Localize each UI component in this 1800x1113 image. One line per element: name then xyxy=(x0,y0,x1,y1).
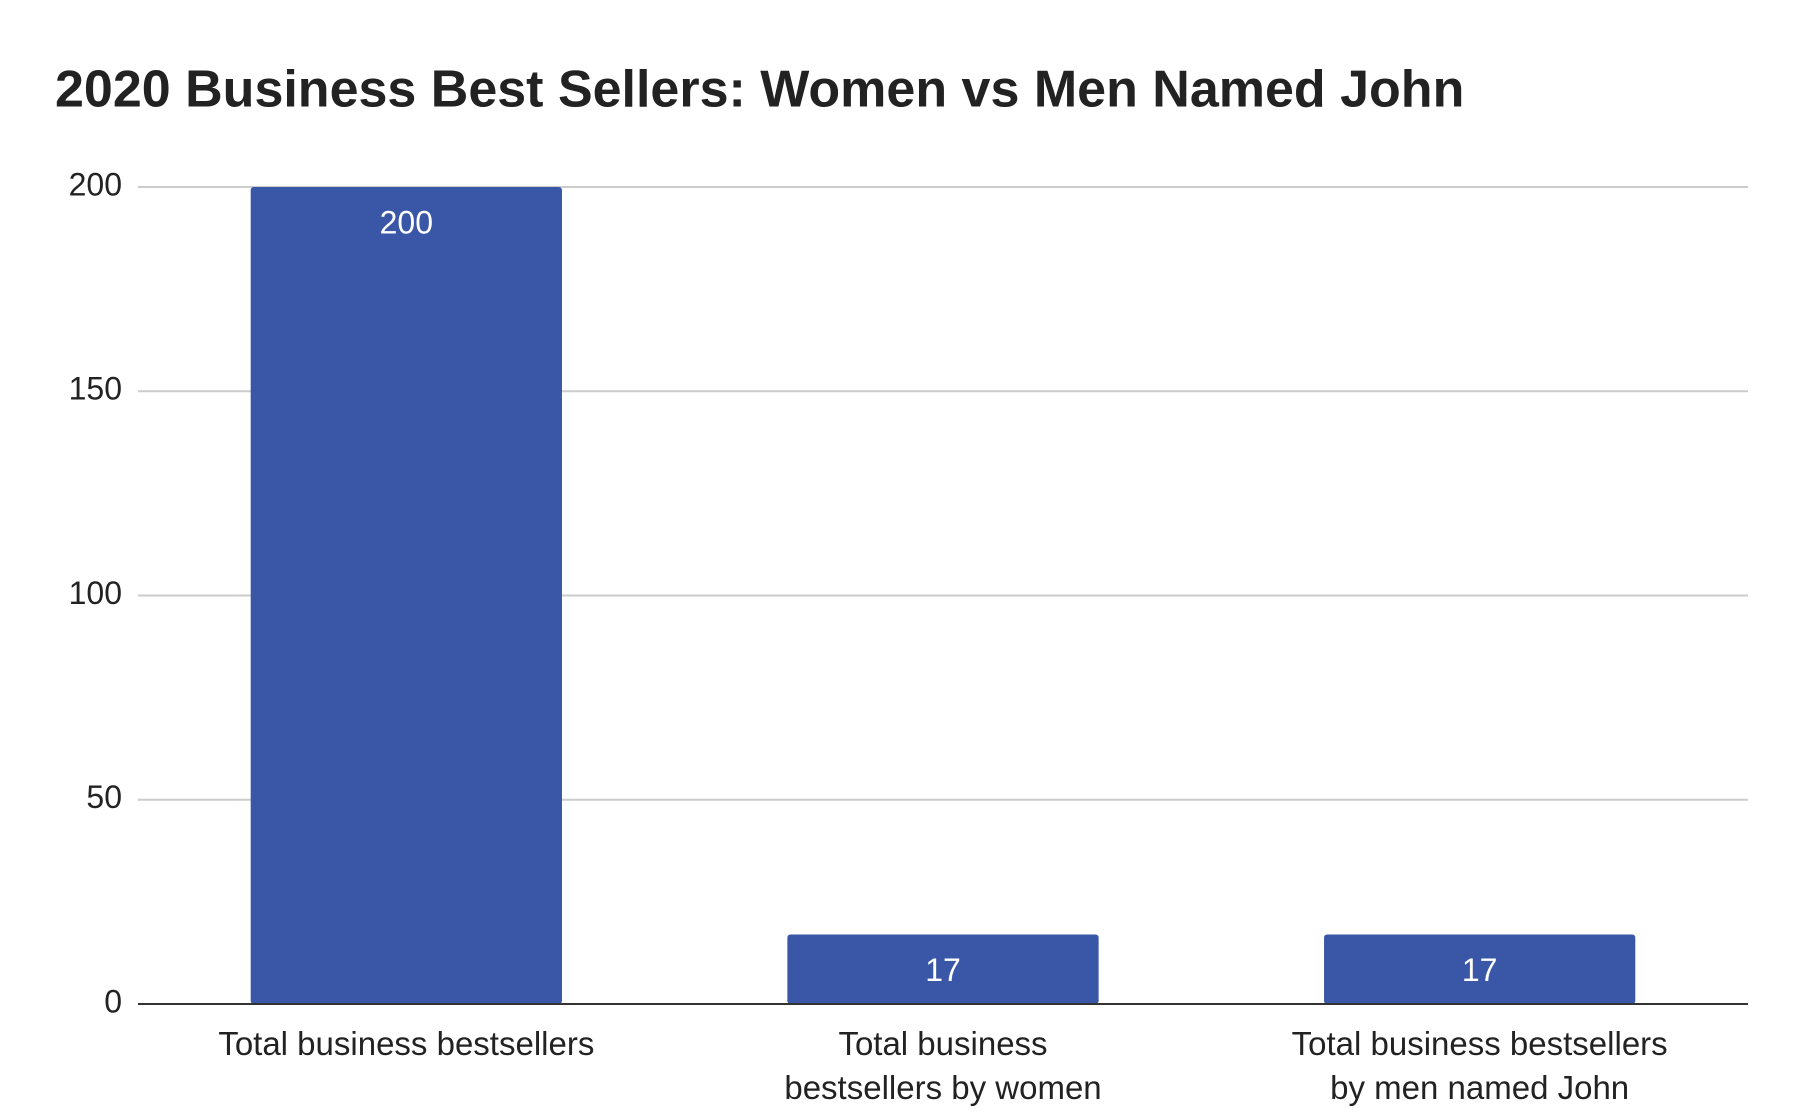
x-tick-label: Total business bestsellers by women xyxy=(784,1025,1102,1106)
y-tick-label: 150 xyxy=(69,371,122,407)
y-tick-label: 200 xyxy=(69,166,122,202)
bar xyxy=(250,187,562,1004)
y-tick-label: 100 xyxy=(69,575,122,611)
bar xyxy=(787,934,1099,1004)
value-label: 17 xyxy=(925,952,961,988)
x-tick-label: Total business bestsellers by men named … xyxy=(1291,1025,1668,1106)
y-tick-label: 50 xyxy=(86,779,122,815)
chart-title: 2020 Business Best Sellers: Women vs Men… xyxy=(55,61,1464,119)
value-label: 17 xyxy=(1462,952,1498,988)
value-label: 200 xyxy=(380,204,433,240)
x-tick-label: Total business bestsellers xyxy=(218,1025,595,1062)
y-tick-label: 0 xyxy=(104,983,122,1019)
bar xyxy=(1324,934,1636,1004)
